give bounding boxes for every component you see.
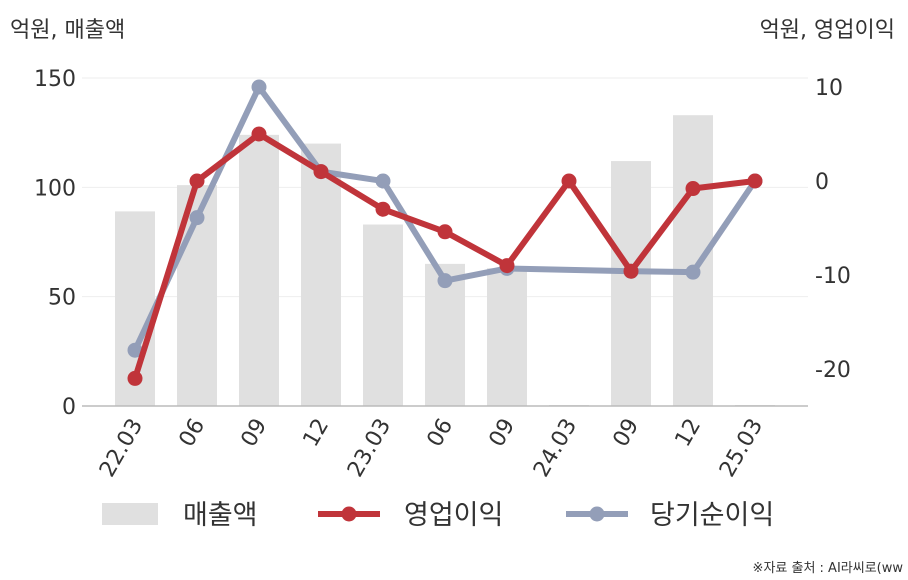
- x-tick-labels: 22.03 06 09 12 23.03 06 09 24.03 09 12 25.03: [95, 415, 768, 482]
- data-point: [251, 79, 267, 95]
- x-tick-label: 22.03: [95, 415, 148, 482]
- x-tick-label: 12: [671, 415, 707, 452]
- x-tick-label: 09: [609, 415, 645, 452]
- x-tick-label: 25.03: [715, 415, 768, 482]
- left-tick-label: 0: [62, 395, 76, 420]
- left-axis-label: 억원, 매출액: [10, 18, 125, 43]
- data-point: [685, 264, 701, 280]
- data-point: [127, 370, 143, 386]
- data-point: [499, 258, 515, 274]
- bar: [301, 143, 341, 406]
- data-point: [685, 181, 701, 197]
- series-lines: [127, 79, 763, 386]
- data-point: [127, 342, 143, 358]
- legend-label: 당기순이익: [650, 500, 774, 531]
- series-line: [132, 84, 758, 354]
- source-note: ※자료 출처 : AI라씨로(ww: [753, 561, 904, 576]
- data-point: [623, 263, 639, 279]
- bars: [115, 115, 775, 406]
- x-tick-label: 09: [237, 415, 273, 452]
- x-tick-label: 06: [175, 415, 211, 452]
- data-point: [747, 173, 763, 189]
- data-point: [189, 210, 205, 226]
- right-tick-labels: 10 0 -10 -20: [815, 76, 851, 383]
- legend-swatch-bar: [102, 503, 158, 525]
- x-tick-label: 09: [485, 415, 521, 452]
- bar: [487, 268, 527, 406]
- legend-label: 매출액: [183, 500, 258, 531]
- data-point: [375, 173, 391, 189]
- right-axis-label: 억원, 영업이익: [760, 18, 895, 43]
- data-point: [313, 164, 329, 180]
- data-point: [437, 224, 453, 240]
- legend-marker: [589, 506, 605, 522]
- right-tick-label: -20: [815, 358, 851, 383]
- data-point: [375, 201, 391, 217]
- data-point: [561, 173, 577, 189]
- left-tick-label: 50: [48, 286, 76, 311]
- bar: [611, 161, 651, 406]
- legend-label: 영업이익: [404, 500, 503, 531]
- legend-marker: [341, 506, 357, 522]
- right-tick-label: 0: [815, 170, 829, 195]
- bar: [673, 115, 713, 406]
- legend: 매출액 영업이익 당기순이익: [102, 500, 774, 531]
- data-point: [251, 126, 267, 142]
- right-tick-label: 10: [815, 76, 843, 101]
- left-tick-labels: 150 100 50 0: [34, 67, 76, 420]
- x-tick-label: 23.03: [343, 415, 396, 482]
- data-point: [437, 273, 453, 289]
- bar: [363, 224, 403, 406]
- left-tick-label: 150: [34, 67, 76, 92]
- bar: [239, 134, 279, 406]
- x-tick-label: 24.03: [529, 415, 582, 482]
- left-tick-label: 100: [34, 176, 76, 201]
- x-tick-label: 06: [423, 415, 459, 452]
- right-tick-label: -10: [815, 264, 851, 289]
- x-tick-label: 12: [299, 415, 335, 452]
- data-point: [189, 173, 205, 189]
